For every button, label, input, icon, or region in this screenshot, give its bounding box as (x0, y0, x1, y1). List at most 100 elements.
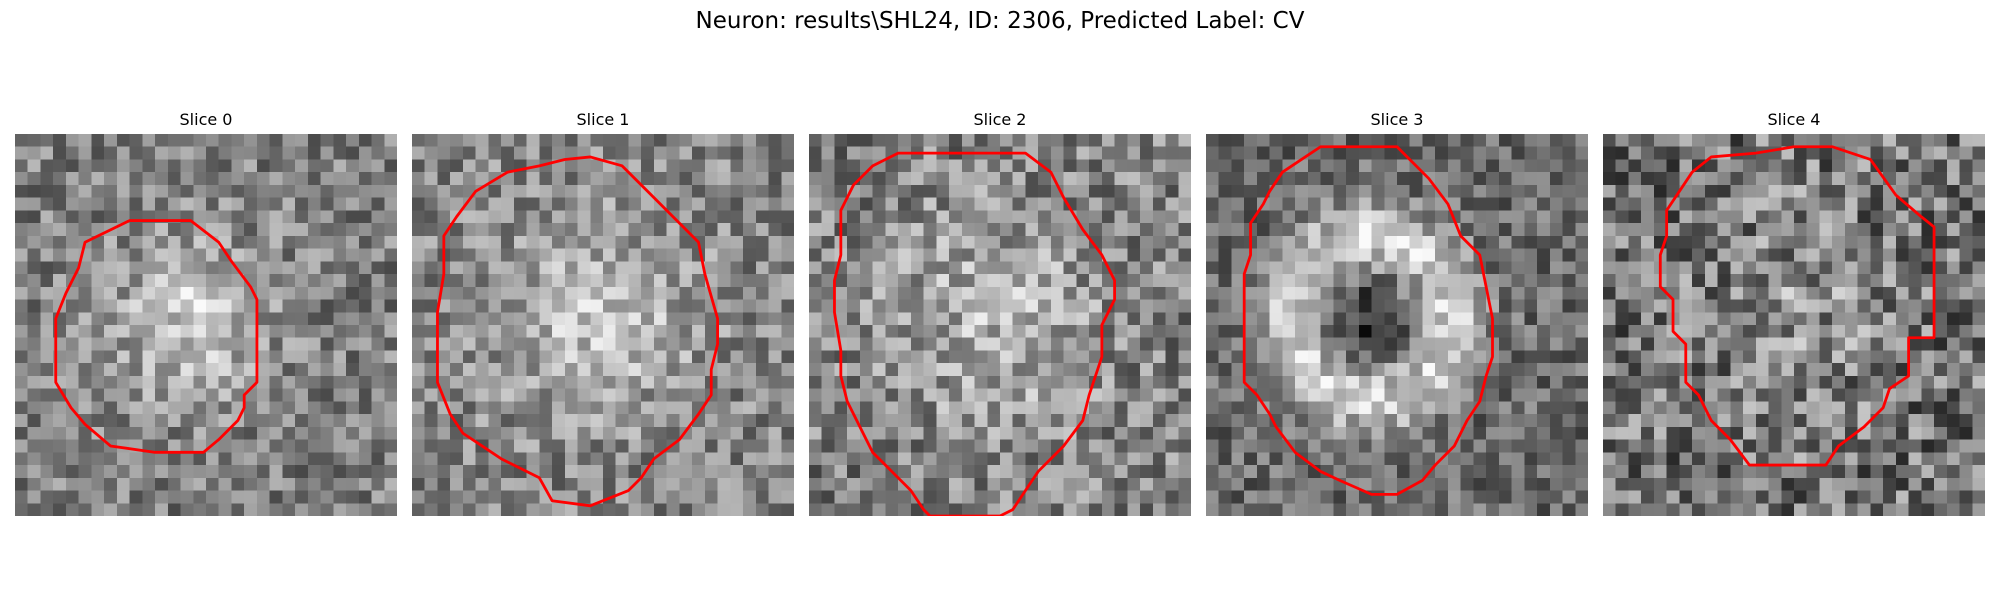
pixel (1537, 261, 1551, 275)
pixel (936, 159, 950, 173)
pixel (1269, 274, 1283, 288)
pixel (1549, 477, 1563, 491)
pixel (1653, 477, 1667, 491)
pixel (104, 248, 118, 262)
pixel (679, 363, 693, 377)
pixel (1921, 223, 1935, 237)
pixel (679, 197, 693, 211)
pixel (1549, 286, 1563, 300)
pixel (1320, 503, 1334, 516)
pixel (1870, 337, 1884, 351)
pixel (218, 134, 232, 147)
pixel (346, 172, 360, 186)
pixel (872, 325, 886, 338)
pixel (462, 503, 476, 516)
pixel (974, 134, 988, 147)
pixel (462, 210, 476, 224)
pixel (1178, 426, 1191, 440)
pixel (475, 363, 489, 377)
pixel (180, 299, 194, 313)
pixel (628, 299, 642, 313)
pixel (1140, 426, 1154, 440)
pixel (526, 414, 540, 428)
pixel (1562, 172, 1576, 186)
pixel (320, 299, 334, 313)
pixel (1282, 134, 1296, 147)
pixel (859, 363, 873, 377)
pixel (244, 223, 258, 237)
pixel (717, 261, 731, 275)
pixel (1959, 388, 1973, 402)
pixel (717, 223, 731, 237)
pixel (1218, 134, 1232, 147)
pixel (1653, 439, 1667, 453)
pixel (526, 286, 540, 300)
pixel (256, 223, 270, 237)
pixel (193, 210, 207, 224)
pixel (1447, 184, 1461, 198)
pixel (282, 223, 296, 237)
pixel (1486, 439, 1500, 453)
pixel (1934, 134, 1948, 147)
pixel (1473, 299, 1487, 313)
pixel (206, 134, 219, 147)
pixel (539, 503, 553, 516)
pixel (1603, 274, 1616, 288)
pixel (1038, 248, 1052, 262)
pixel (768, 261, 782, 275)
pixel (1857, 350, 1871, 364)
pixel (1498, 337, 1512, 351)
pixel (1000, 465, 1013, 479)
pixel (1549, 401, 1563, 415)
pixel (872, 146, 886, 160)
pixel (65, 490, 79, 504)
pixel (15, 401, 28, 415)
pixel (539, 426, 553, 440)
pixel (1819, 235, 1833, 249)
pixel (1537, 426, 1551, 440)
pixel (65, 439, 79, 453)
pixel (834, 477, 848, 491)
pixel (1794, 286, 1807, 300)
pixel (1819, 274, 1833, 288)
pixel (987, 134, 1001, 147)
pixel (1781, 261, 1795, 275)
pixel (1063, 235, 1077, 249)
pixel (1679, 261, 1693, 275)
pixel (307, 235, 321, 249)
pixel (256, 375, 270, 389)
pixel (1844, 325, 1858, 338)
pixel (53, 235, 67, 249)
pixel (78, 503, 92, 516)
pixel (809, 503, 822, 516)
pixel (539, 388, 553, 402)
pixel (1358, 134, 1372, 147)
pixel (307, 465, 321, 479)
pixel (1371, 172, 1385, 186)
pixel (847, 375, 861, 389)
pixel (1320, 350, 1334, 364)
pixel (1832, 465, 1846, 479)
pixel (821, 134, 835, 147)
pixel (1908, 401, 1922, 415)
pixel (116, 477, 130, 491)
pixel (333, 388, 347, 402)
pixel (615, 210, 629, 224)
pixel (1256, 261, 1270, 275)
slice-image-1 (412, 134, 794, 516)
pixel (333, 490, 347, 504)
pixel (1178, 325, 1191, 338)
pixel (1794, 248, 1807, 262)
pixel (1615, 363, 1629, 377)
pixel (384, 261, 397, 275)
pixel (1692, 325, 1706, 338)
pixel (1575, 325, 1588, 338)
pixel (15, 172, 28, 186)
pixel (1844, 286, 1858, 300)
pixel (1844, 414, 1858, 428)
pixel (1422, 375, 1436, 389)
pixel (552, 210, 566, 224)
pixel (104, 159, 118, 173)
pixel (142, 286, 156, 300)
pixel (923, 325, 937, 338)
